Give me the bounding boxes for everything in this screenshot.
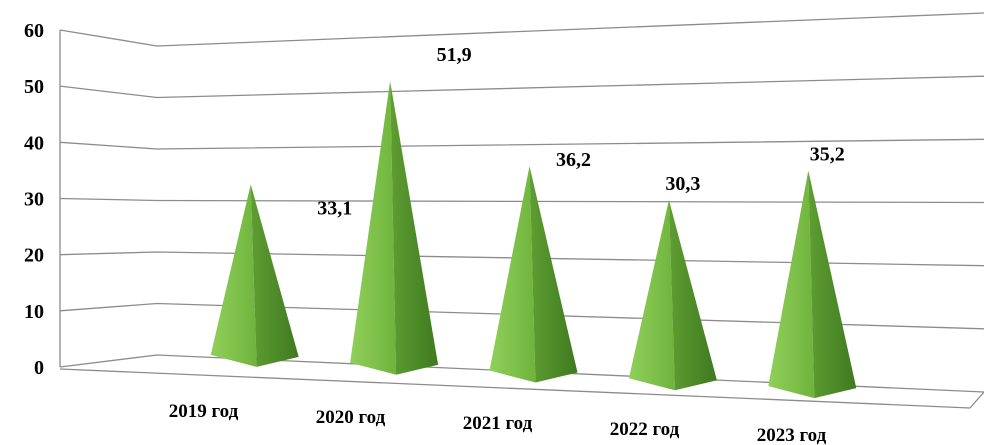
pyramid-face-side (668, 199, 717, 391)
category-label: 2022 год (610, 419, 680, 440)
value-label: 51,9 (437, 44, 472, 66)
y-tick-label: 60 (24, 20, 44, 42)
y-tick-label: 50 (24, 76, 44, 98)
y-tick-label: 20 (24, 245, 44, 267)
category-label: 2021 год (463, 413, 533, 434)
pyramid-face-front (350, 80, 397, 375)
pyramid-bar (350, 80, 439, 375)
pyramid-bar (768, 170, 857, 399)
gridlines (59, 12, 984, 393)
pyramid-face-front (628, 199, 675, 391)
pyramid-face-side (250, 184, 299, 367)
value-label: 30,3 (665, 173, 700, 195)
gridline (59, 75, 984, 99)
gridline (59, 302, 984, 330)
pyramid-bar (210, 184, 299, 367)
pyramid-face-side (808, 170, 857, 399)
pyramid-face-front (768, 170, 815, 399)
value-label: 36,2 (556, 149, 591, 171)
category-label: 2020 год (316, 407, 386, 428)
pyramid-face-front (210, 184, 257, 367)
y-tick-label: 10 (24, 301, 44, 323)
category-label: 2019 год (169, 401, 239, 422)
floor-right-edge (969, 391, 984, 409)
gridline (59, 138, 984, 150)
value-labels: 33,1 51,9 36,2 30,3 35,2 (317, 44, 845, 219)
pyramid-face-side (390, 80, 439, 375)
category-labels: 2019 год 2020 год 2021 год 2022 год 2023… (169, 401, 827, 445)
pyramid-face-side (529, 166, 578, 383)
gridline (59, 197, 984, 204)
y-tick-label: 40 (24, 132, 44, 154)
floor-front-edge (59, 368, 971, 409)
pyramid-bar (489, 166, 578, 383)
pyramid-bar (628, 199, 717, 391)
value-label: 33,1 (317, 197, 352, 219)
pyramid-bars (210, 80, 857, 399)
axes (59, 30, 984, 409)
y-tick-label: 0 (34, 357, 44, 379)
y-tick-label: 30 (24, 189, 44, 211)
value-label: 35,2 (810, 143, 845, 165)
gridline (59, 251, 984, 267)
gridline (59, 12, 984, 47)
pyramid-face-front (489, 166, 536, 383)
y-tick-labels: 0 10 20 30 40 50 60 (24, 20, 44, 379)
category-label: 2023 год (757, 425, 827, 445)
